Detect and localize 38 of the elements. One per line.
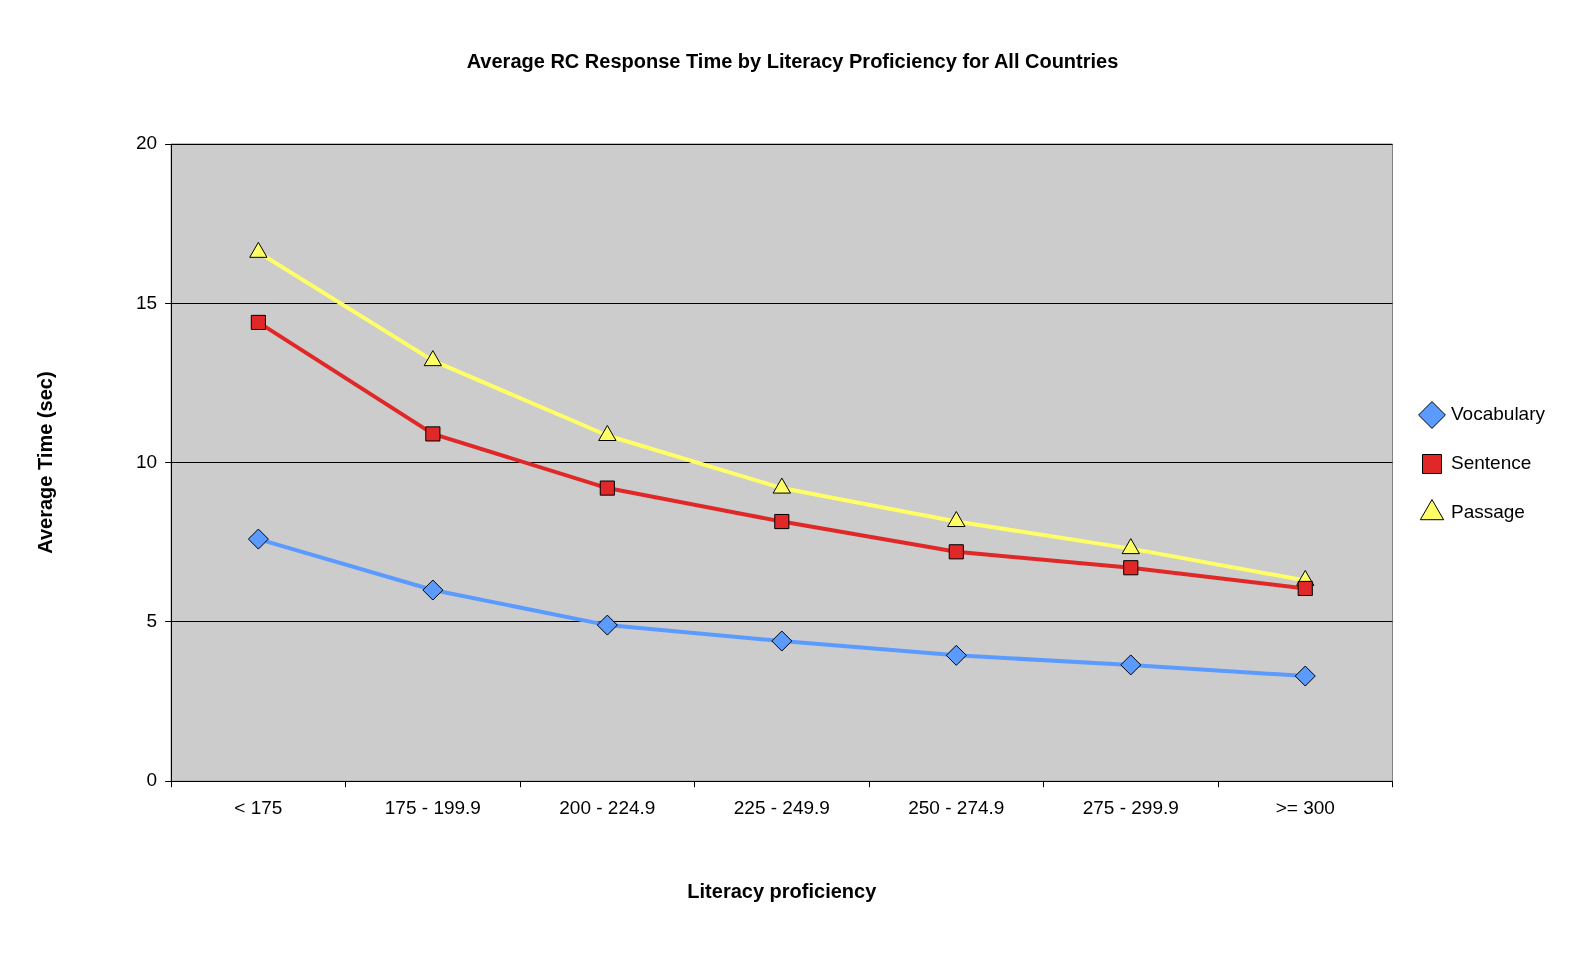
point	[947, 511, 966, 528]
y-tick-label: 15	[135, 291, 158, 313]
point	[247, 528, 269, 550]
point	[249, 241, 268, 258]
y-tick-label: 0	[146, 769, 158, 791]
point	[596, 614, 618, 636]
point	[422, 579, 444, 601]
point	[948, 544, 964, 560]
point	[250, 314, 266, 330]
point	[772, 477, 791, 494]
legend-label: Passage	[1450, 501, 1525, 523]
point	[945, 644, 967, 666]
x-tick-label: 200 - 224.9	[559, 796, 656, 818]
x-axis-title: Literacy proficiency	[687, 879, 878, 902]
x-tick-label: 275 - 299.9	[1082, 796, 1179, 818]
x-tick-label: 225 - 249.9	[733, 796, 830, 818]
point	[774, 513, 790, 530]
legend-label: Vocabulary	[1450, 403, 1546, 425]
point	[598, 425, 617, 442]
point	[1120, 654, 1142, 676]
x-tick-label: < 175	[234, 796, 283, 818]
y-tick-label: 10	[135, 450, 158, 472]
x-tick-label: 175 - 199.9	[384, 796, 481, 818]
point	[423, 350, 443, 367]
y-axis-title: Average Time (sec)	[33, 371, 56, 554]
point	[1297, 580, 1313, 597]
point	[771, 630, 793, 652]
legend-label: Sentence	[1450, 452, 1532, 474]
y-tick-label: 20	[135, 132, 158, 154]
x-tick-label: 250 - 274.9	[908, 796, 1005, 818]
point	[1294, 665, 1316, 687]
x-tick-label: >= 300	[1275, 796, 1335, 818]
point	[599, 480, 615, 496]
chart-title: Average RC Response Time by Literacy Proficiency for All Countries	[466, 49, 1119, 72]
point	[1121, 538, 1140, 555]
y-tick-label: 5	[146, 610, 158, 632]
point	[425, 426, 441, 442]
point	[1123, 560, 1139, 576]
